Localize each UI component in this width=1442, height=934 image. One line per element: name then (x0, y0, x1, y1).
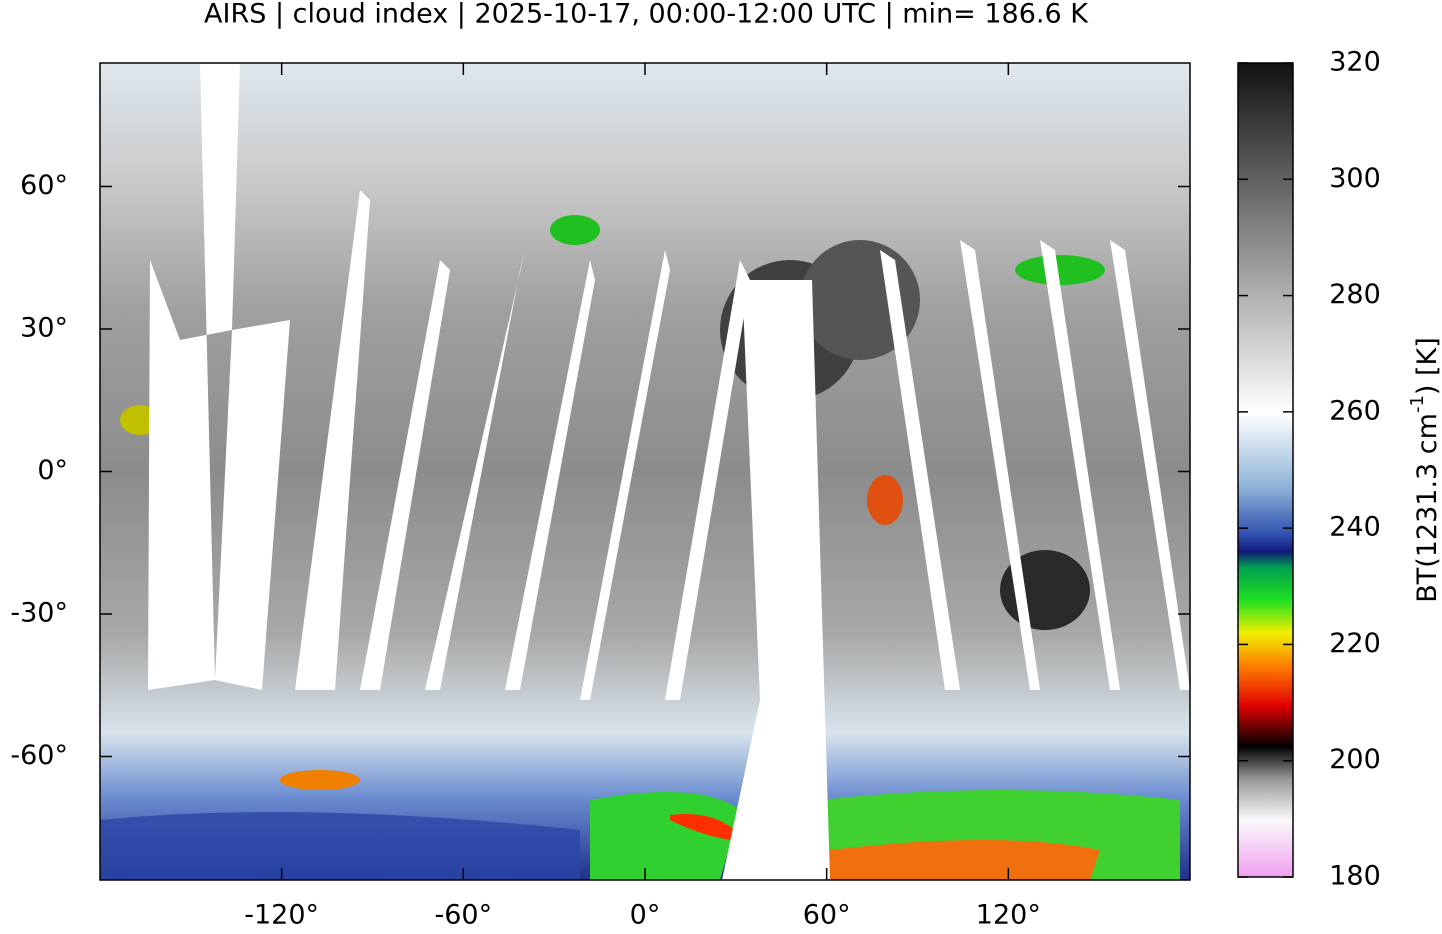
colorbar-tick-label: 320 (1329, 47, 1381, 78)
x-tick-label: 120° (976, 900, 1041, 931)
y-tick-label: -60° (10, 740, 68, 771)
colorbar-tick-label: 220 (1329, 628, 1381, 659)
colorbar-tick-label: 200 (1329, 744, 1381, 775)
x-tick-label: 60° (803, 900, 851, 931)
colorbar-tick-label: 240 (1329, 512, 1381, 543)
map-imagery (100, 63, 1190, 880)
colorbar-tick-label: 280 (1329, 279, 1381, 310)
x-tick-label: -120° (244, 900, 319, 931)
colorbar-tick-label: 260 (1329, 395, 1381, 426)
y-tick-label: 30° (20, 313, 68, 344)
label-part: BT(1231.3 cm (1412, 413, 1442, 603)
colorbar-label: BT(1231.3 cm-1) [K] (1407, 337, 1442, 603)
label-part: ) [K] (1412, 337, 1442, 395)
title: AIRS | cloud index | 2025-10-17, 00:00-1… (204, 0, 1089, 30)
colorbar (1238, 63, 1293, 877)
y-tick-label: 60° (20, 170, 68, 201)
y-tick-label: -30° (10, 598, 68, 629)
colorbar-tick-label: 180 (1329, 861, 1381, 892)
y-tick-label: 0° (37, 455, 68, 486)
x-tick-label: 0° (630, 900, 661, 931)
label-superscript: -1 (1407, 395, 1428, 413)
x-tick-label: -60° (435, 900, 493, 931)
colorbar-tick-label: 300 (1329, 163, 1381, 194)
